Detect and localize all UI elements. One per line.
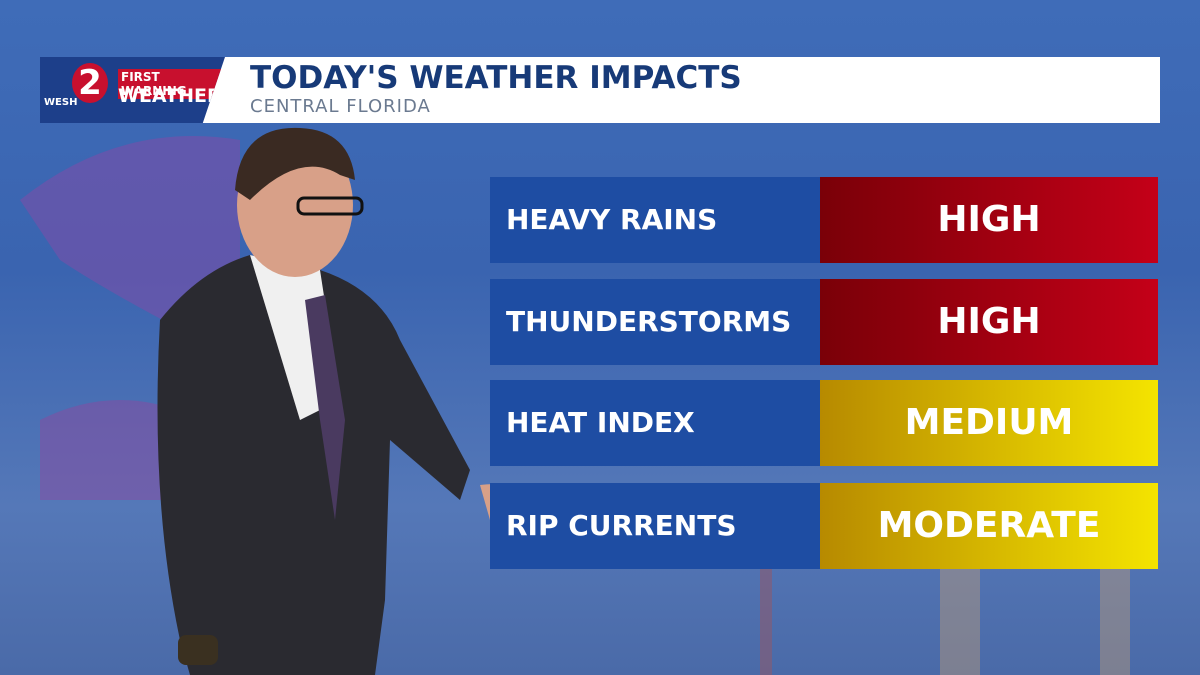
header-bar: [40, 57, 1160, 123]
logo: 2 WESH FIRST WARNING WEATHER: [40, 57, 225, 123]
impact-row: THUNDERSTORMS HIGH: [490, 279, 1158, 365]
impact-row: HEAT INDEX MEDIUM: [490, 380, 1158, 466]
impact-row: HEAVY RAINS HIGH: [490, 177, 1158, 263]
impact-label: THUNDERSTORMS: [490, 279, 820, 365]
brand-bottom: WEATHER: [118, 85, 222, 107]
impact-level: MEDIUM: [820, 380, 1158, 466]
title: TODAY'S WEATHER IMPACTS: [250, 60, 742, 96]
impact-label: RIP CURRENTS: [490, 483, 820, 569]
impact-level: MODERATE: [820, 483, 1158, 569]
impact-level: HIGH: [820, 177, 1158, 263]
impact-row: RIP CURRENTS MODERATE: [490, 483, 1158, 569]
subtitle: CENTRAL FLORIDA: [250, 96, 431, 117]
network-name: WESH: [44, 97, 78, 108]
channel-number: 2: [72, 63, 108, 103]
impact-label: HEAT INDEX: [490, 380, 820, 466]
impact-label: HEAVY RAINS: [490, 177, 820, 263]
brand-top: FIRST WARNING: [118, 69, 225, 99]
impact-level: HIGH: [820, 279, 1158, 365]
